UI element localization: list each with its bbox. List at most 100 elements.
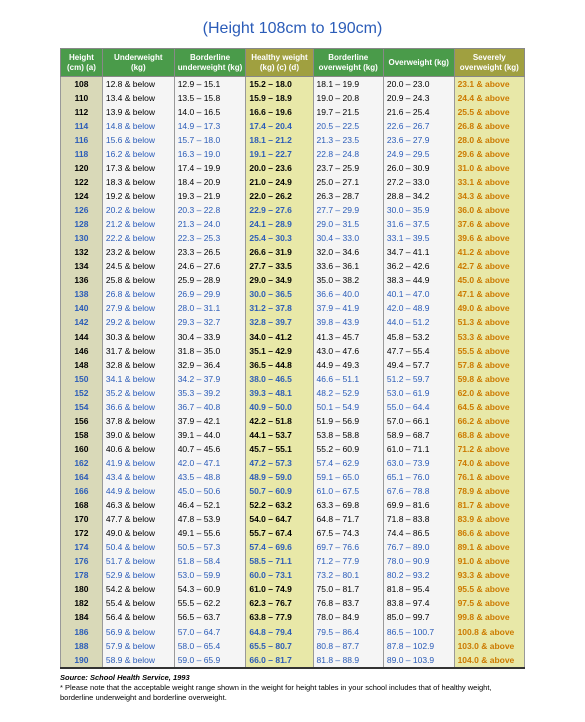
cell: 114 [61,119,103,133]
table-row: 17852.9 & below53.0 – 59.960.0 – 73.173.… [61,569,525,583]
cell: 31.2 – 37.8 [246,302,313,316]
cell: 34.7 – 41.1 [383,246,454,260]
cell: 18.3 & below [102,176,174,190]
cell: 25.8 & below [102,274,174,288]
cell: 20.2 & below [102,204,174,218]
table-row: 12821.2 & below21.3 – 24.024.1 – 28.929.… [61,218,525,232]
cell: 95.5 & above [454,583,524,597]
table-row: 13424.5 & below24.6 – 27.627.7 – 33.533.… [61,260,525,274]
cell: 78.9 & above [454,485,524,499]
cell: 37.9 – 42.1 [174,414,246,428]
cell: 19.1 – 22.7 [246,147,313,161]
cell: 12.9 – 15.1 [174,77,246,92]
cell: 59.8 & above [454,372,524,386]
cell: 132 [61,246,103,260]
cell: 55.7 – 67.4 [246,527,313,541]
cell: 57.0 – 66.1 [383,414,454,428]
cell: 51.3 & above [454,316,524,330]
cell: 78.0 – 90.9 [383,555,454,569]
cell: 21.3 – 24.0 [174,218,246,232]
cell: 50.1 – 54.9 [313,400,383,414]
cell: 36.6 & below [102,400,174,414]
cell: 28.8 – 34.2 [383,190,454,204]
table-row: 11816.2 & below16.3 – 19.019.1 – 22.722.… [61,147,525,161]
cell: 146 [61,344,103,358]
cell: 32.9 – 36.4 [174,358,246,372]
cell: 150 [61,372,103,386]
cell: 19.7 – 21.5 [313,105,383,119]
cell: 27.7 – 33.5 [246,260,313,274]
cell: 26.0 – 30.9 [383,161,454,175]
col-header: Overweight (kg) [383,49,454,77]
cell: 44.9 – 49.3 [313,358,383,372]
cell: 55.0 – 64.4 [383,400,454,414]
cell: 46.4 – 52.1 [174,499,246,513]
cell: 50.7 – 60.9 [246,485,313,499]
table-row: 14027.9 & below28.0 – 31.131.2 – 37.837.… [61,302,525,316]
table-row: 13625.8 & below25.9 – 28.929.0 – 34.935.… [61,274,525,288]
cell: 17.4 – 19.9 [174,161,246,175]
cell: 63.0 – 73.9 [383,456,454,470]
cell: 64.5 & above [454,400,524,414]
cell: 44.1 – 53.7 [246,428,313,442]
cell: 54.0 – 64.7 [246,513,313,527]
cell: 122 [61,176,103,190]
cell: 138 [61,288,103,302]
cell: 39.1 – 44.0 [174,428,246,442]
cell: 38.0 – 46.5 [246,372,313,386]
cell: 63.3 – 69.8 [313,499,383,513]
cell: 31.0 & above [454,161,524,175]
cell: 89.1 & above [454,541,524,555]
cell: 140 [61,302,103,316]
cell: 186 [61,625,103,639]
table-row: 12017.3 & below17.4 – 19.920.0 – 23.623.… [61,161,525,175]
cell: 89.0 – 103.9 [383,653,454,668]
cell: 27.2 – 33.0 [383,176,454,190]
cell: 108 [61,77,103,92]
cell: 63.8 – 77.9 [246,611,313,625]
cell: 49.0 & above [454,302,524,316]
cell: 37.9 – 41.9 [313,302,383,316]
table-row: 18456.4 & below56.5 – 63.763.8 – 77.978.… [61,611,525,625]
cell: 34.1 & below [102,372,174,386]
cell: 29.3 – 32.7 [174,316,246,330]
cell: 46.6 – 51.1 [313,372,383,386]
cell: 54.2 & below [102,583,174,597]
cell: 25.0 – 27.1 [313,176,383,190]
cell: 49.4 – 57.7 [383,358,454,372]
cell: 78.0 – 84.9 [313,611,383,625]
cell: 35.2 & below [102,386,174,400]
cell: 14.0 – 16.5 [174,105,246,119]
cell: 51.9 – 56.9 [313,414,383,428]
table-row: 14229.2 & below29.3 – 32.732.8 – 39.739.… [61,316,525,330]
cell: 20.3 – 22.8 [174,204,246,218]
cell: 20.0 – 23.6 [246,161,313,175]
cell: 154 [61,400,103,414]
cell: 40.7 – 45.6 [174,442,246,456]
cell: 160 [61,442,103,456]
cell: 16.3 – 19.0 [174,147,246,161]
cell: 22.3 – 25.3 [174,232,246,246]
cell: 61.0 – 67.5 [313,485,383,499]
cell: 136 [61,274,103,288]
table-row: 17450.4 & below50.5 – 57.357.4 – 69.669.… [61,541,525,555]
cell: 36.2 – 42.6 [383,260,454,274]
cell: 23.6 – 27.9 [383,133,454,147]
cell: 182 [61,597,103,611]
cell: 66.0 – 81.7 [246,653,313,668]
cell: 19.3 – 21.9 [174,190,246,204]
cell: 39.3 – 48.1 [246,386,313,400]
cell: 51.7 & below [102,555,174,569]
cell: 34.2 – 37.9 [174,372,246,386]
cell: 69.7 – 76.6 [313,541,383,555]
cell: 42.0 – 47.1 [174,456,246,470]
cell: 12.8 & below [102,77,174,92]
cell: 62.0 & above [454,386,524,400]
cell: 67.6 – 78.8 [383,485,454,499]
cell: 57.4 – 62.9 [313,456,383,470]
cell: 58.9 – 68.7 [383,428,454,442]
cell: 178 [61,569,103,583]
cell: 25.9 – 28.9 [174,274,246,288]
cell: 23.3 – 26.5 [174,246,246,260]
cell: 40.1 – 47.0 [383,288,454,302]
